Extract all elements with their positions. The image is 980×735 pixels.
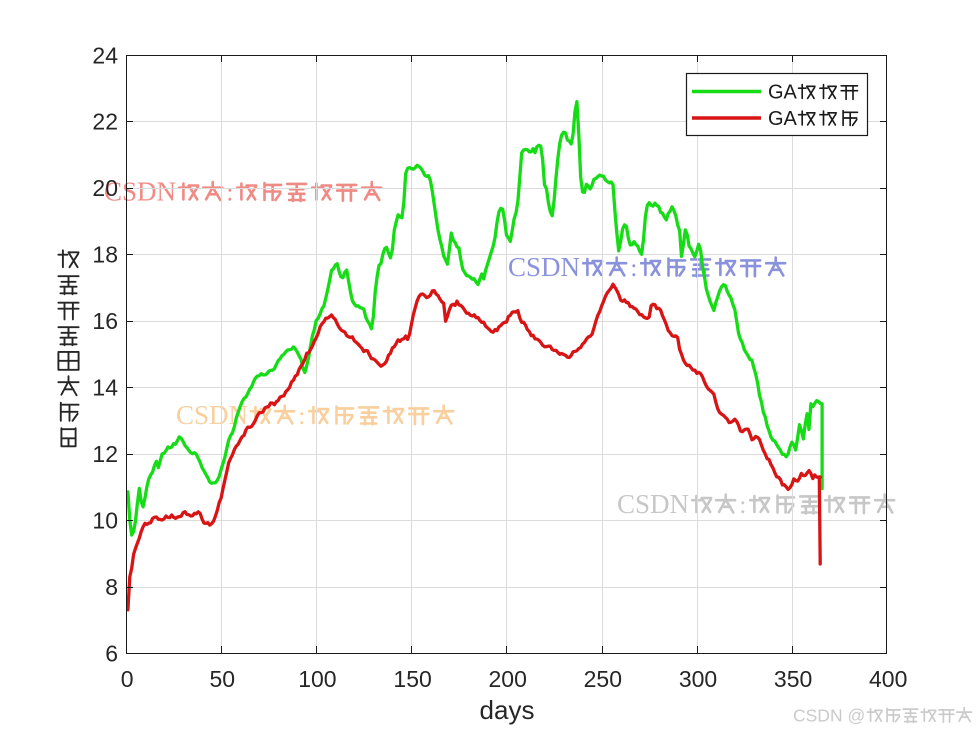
svg-text:100: 100 [298,666,336,692]
svg-text:days: days [480,695,535,725]
svg-text:150: 150 [393,666,431,692]
svg-text:CSDN: CSDN [617,489,689,519]
svg-text:CSDN @: CSDN @ [793,705,865,725]
svg-text:14: 14 [92,375,118,401]
svg-text:CSDN: CSDN [104,176,176,206]
svg-text::: : [630,255,637,282]
svg-text::: : [298,403,305,430]
svg-text:0: 0 [121,666,134,692]
svg-text:250: 250 [584,666,622,692]
svg-text:22: 22 [92,109,118,135]
svg-text:10: 10 [92,507,118,533]
svg-text::: : [739,492,746,519]
svg-text::: : [226,179,233,206]
svg-text:16: 16 [92,308,118,334]
svg-text:8: 8 [105,574,118,600]
svg-text:GA: GA [768,82,798,104]
svg-text:24: 24 [92,42,118,68]
svg-text:12: 12 [92,441,118,467]
svg-text:350: 350 [774,666,812,692]
svg-text:400: 400 [869,666,907,692]
svg-text:6: 6 [105,640,118,666]
svg-text:50: 50 [210,666,236,692]
svg-text:GA: GA [768,108,798,130]
svg-text:18: 18 [92,242,118,268]
svg-text:200: 200 [489,666,527,692]
svg-text:20: 20 [92,175,118,201]
svg-text:CSDN: CSDN [508,252,580,282]
svg-text:300: 300 [679,666,717,692]
